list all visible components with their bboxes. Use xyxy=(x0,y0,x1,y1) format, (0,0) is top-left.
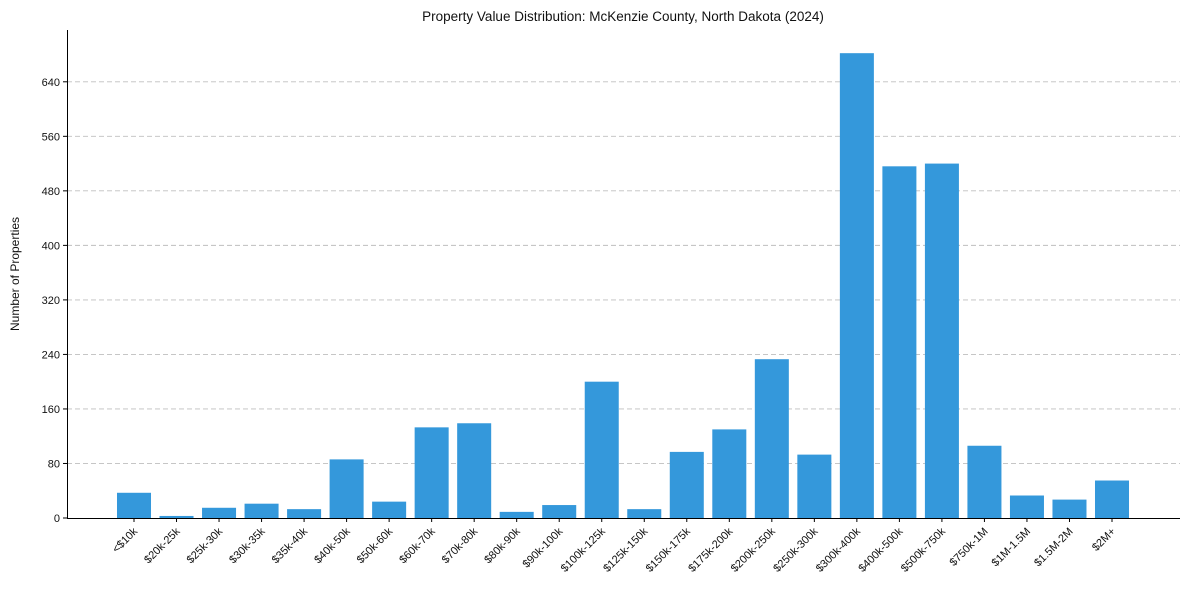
x-tick-label: $100k-125k xyxy=(559,525,608,574)
bar-6 xyxy=(372,501,407,518)
bar-18 xyxy=(882,166,917,518)
x-tick-label: $2M+ xyxy=(1090,526,1118,554)
y-tick-label: 640 xyxy=(42,77,60,89)
bar-3 xyxy=(244,503,279,518)
x-ticks: <$10k $20k-25k $25k-30k $30k-35k $35k-40k $40… xyxy=(110,518,1118,575)
y-tick-label: 480 xyxy=(42,186,60,198)
x-tick-label: $300k-400k xyxy=(814,525,863,574)
bar-21 xyxy=(1009,495,1044,518)
bar-23 xyxy=(1094,480,1130,518)
bar-5 xyxy=(329,459,364,518)
bar-12 xyxy=(627,509,662,518)
x-tick-label: $1.5M-2M xyxy=(1032,526,1076,570)
bar-9 xyxy=(499,511,534,518)
bar-19 xyxy=(924,163,959,518)
y-ticks: 0 80 160 240 320 400 480 560 640 xyxy=(42,77,67,525)
bar-7 xyxy=(414,427,449,518)
x-tick-label: $35k-40k xyxy=(270,525,311,566)
x-tick-label: $90k-100k xyxy=(521,525,566,570)
bar-13 xyxy=(669,451,704,518)
x-tick-label: $500k-750k xyxy=(899,525,948,574)
bar-15 xyxy=(754,359,789,518)
y-tick-label: 0 xyxy=(54,513,60,525)
x-tick-label: $150k-175k xyxy=(644,525,693,574)
y-tick-label: 560 xyxy=(42,131,60,143)
axes xyxy=(67,30,1180,519)
x-tick-label: $400k-500k xyxy=(856,525,905,574)
bar-10 xyxy=(542,505,577,518)
x-tick-label: $50k-60k xyxy=(355,525,396,566)
bar-14 xyxy=(712,429,747,518)
x-tick-label: $80k-90k xyxy=(482,525,523,566)
y-tick-label: 160 xyxy=(42,404,60,416)
x-tick-label: $1M-1.5M xyxy=(990,526,1034,570)
x-tick-label: $20k-25k xyxy=(142,525,183,566)
bar-17 xyxy=(839,53,874,518)
x-tick-label: $175k-200k xyxy=(686,525,735,574)
y-tick-label: 320 xyxy=(42,295,60,307)
y-tick-label: 80 xyxy=(48,458,60,470)
y-tick-label: 400 xyxy=(42,240,60,252)
bar-2 xyxy=(202,507,237,518)
bar-11 xyxy=(584,381,619,518)
x-tick-label: $60k-70k xyxy=(397,525,438,566)
x-tick-label: $40k-50k xyxy=(312,525,353,566)
x-tick-label: <$10k xyxy=(110,525,140,555)
bar-8 xyxy=(457,423,492,518)
bar-1 xyxy=(159,515,194,518)
x-tick-label: $250k-300k xyxy=(771,525,820,574)
x-tick-label: $200k-250k xyxy=(729,525,778,574)
y-axis-label: Number of Properties xyxy=(8,217,22,331)
y-tick-label: 240 xyxy=(42,349,60,361)
chart-title: Property Value Distribution: McKenzie Co… xyxy=(422,9,824,24)
bar-22 xyxy=(1052,499,1087,518)
bar-4 xyxy=(287,509,322,518)
x-tick-label: $750k-1M xyxy=(947,526,990,569)
x-tick-label: $125k-150k xyxy=(601,525,650,574)
bar-16 xyxy=(797,454,832,518)
x-tick-label: $30k-35k xyxy=(227,525,268,566)
x-tick-label: $25k-30k xyxy=(185,525,226,566)
bar-0 xyxy=(116,492,152,518)
x-tick-label: $70k-80k xyxy=(440,525,481,566)
bar-20 xyxy=(967,445,1002,518)
gridlines xyxy=(67,81,1180,464)
bars xyxy=(116,53,1130,518)
